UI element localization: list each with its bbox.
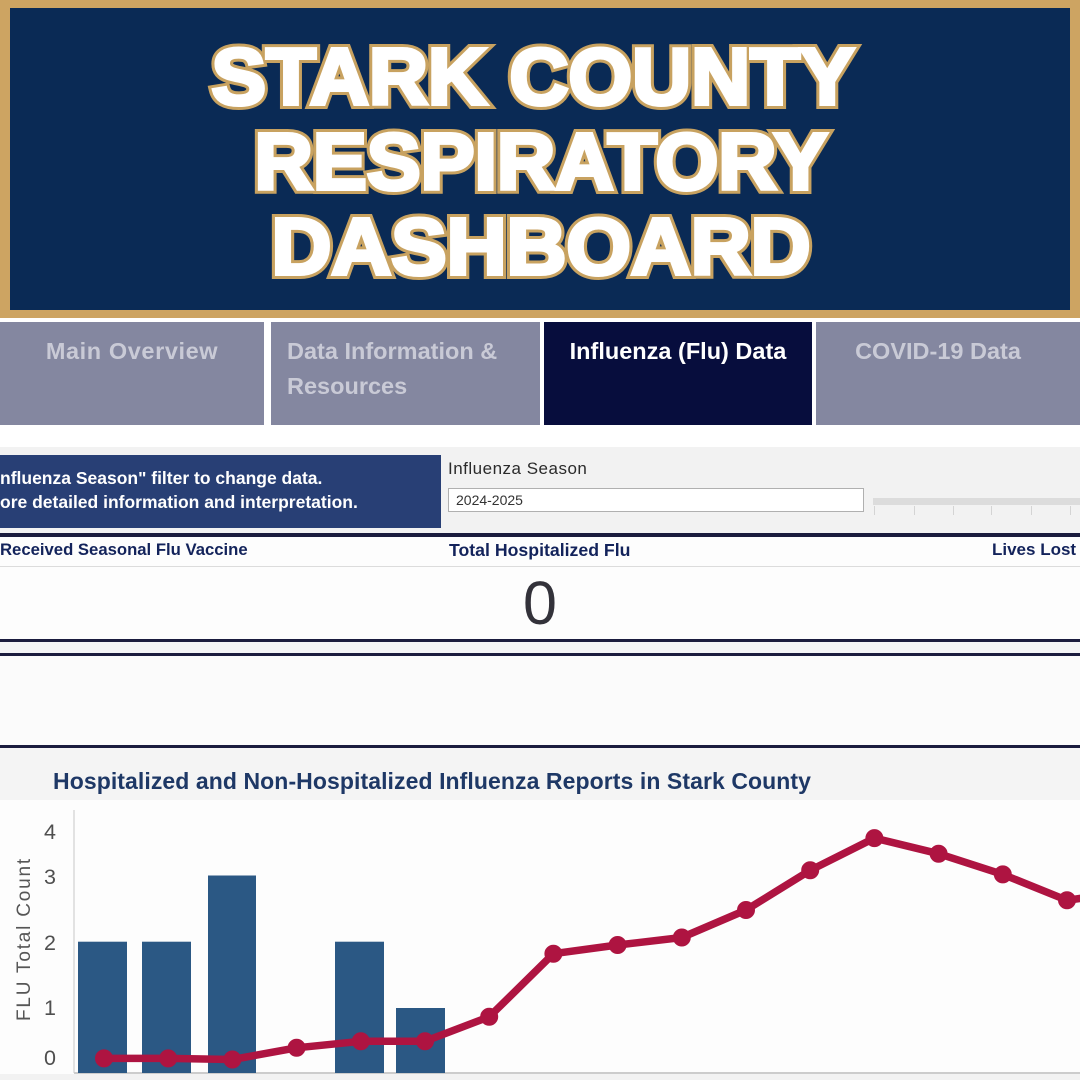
- svg-text:RESPIRATORY: RESPIRATORY: [255, 117, 828, 206]
- svg-text:STARK COUNTY: STARK COUNTY: [212, 32, 855, 121]
- svg-text:FLU Total Count: FLU Total Count: [14, 857, 35, 1021]
- svg-text:DASHBOARD: DASHBOARD: [272, 202, 811, 291]
- svg-text:0: 0: [44, 1046, 56, 1070]
- svg-text:3: 3: [44, 865, 56, 889]
- svg-text:1: 1: [44, 996, 56, 1020]
- svg-text:STARK COUNTY: STARK COUNTY: [212, 32, 855, 121]
- svg-text:RESPIRATORY: RESPIRATORY: [255, 117, 828, 206]
- svg-text:2: 2: [44, 931, 56, 955]
- svg-text:DASHBOARD: DASHBOARD: [272, 202, 811, 291]
- svg-text:4: 4: [44, 820, 56, 844]
